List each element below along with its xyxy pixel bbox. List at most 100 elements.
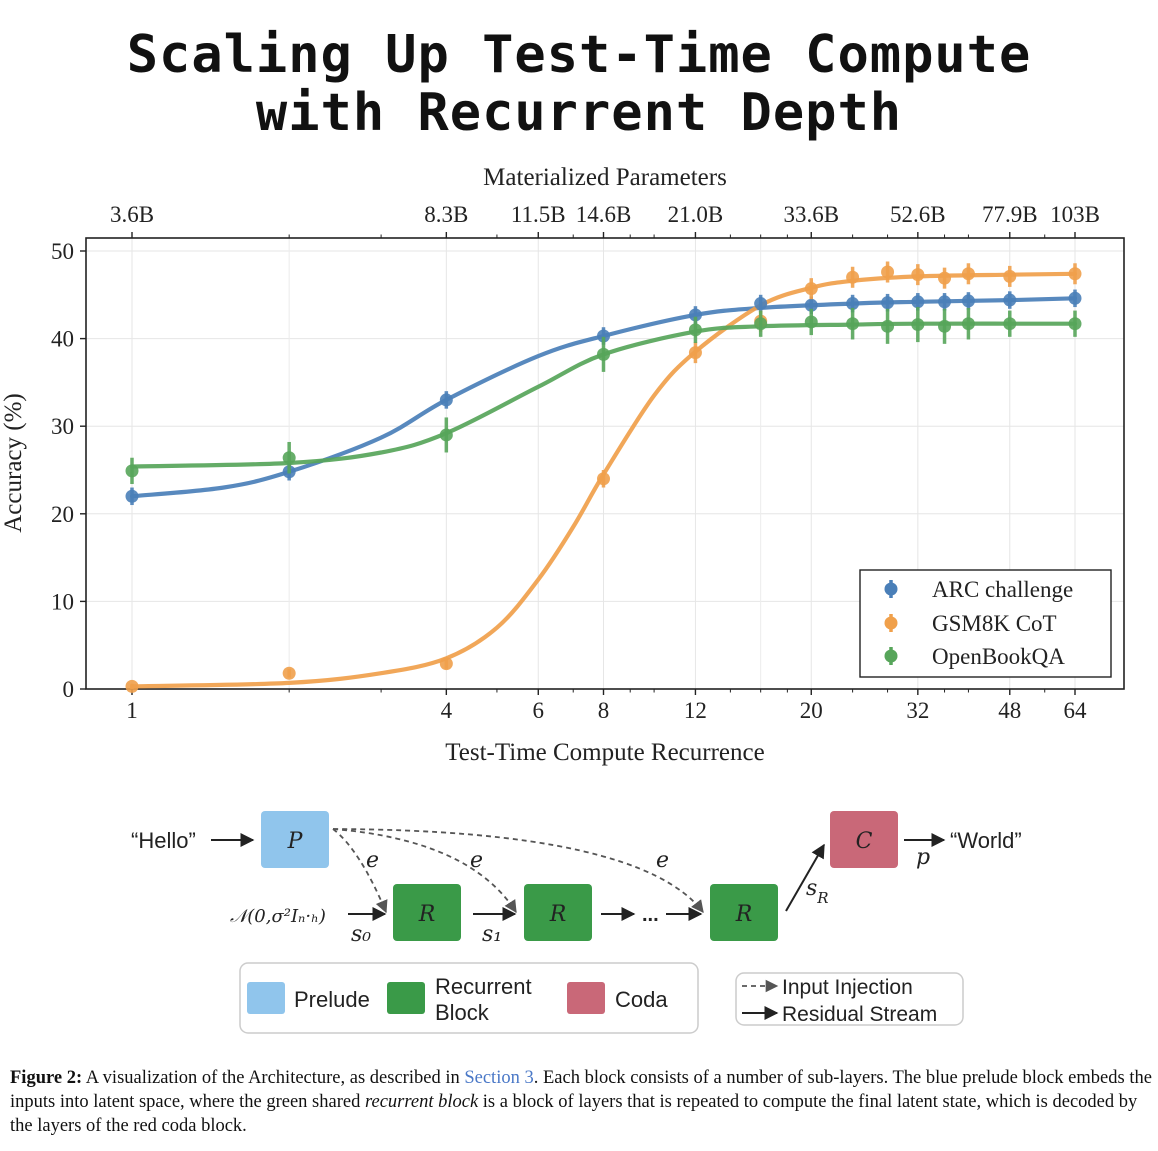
caption-italic: recurrent block bbox=[364, 1092, 479, 1112]
coda-block: C bbox=[830, 811, 898, 868]
point-openbookqa bbox=[1068, 317, 1082, 331]
point-arc bbox=[125, 489, 139, 503]
legend-recurrent-line1: Recurrent bbox=[435, 974, 532, 999]
x-tick-label: 32 bbox=[906, 698, 929, 723]
point-gsm8k bbox=[846, 270, 860, 284]
architecture-diagram: “Hello” P e e e 𝒩(0,σ²Iₙ·ₕ) s₀ R s₁ R ..… bbox=[131, 811, 1022, 1034]
block-legend-box bbox=[239, 962, 699, 1034]
legend-marker-gsm8k bbox=[884, 616, 898, 630]
x-tick-label: 8 bbox=[598, 698, 610, 723]
x-tick-label: 6 bbox=[533, 698, 545, 723]
point-arc bbox=[597, 329, 610, 343]
legend-item-gsm8k: GSM8K CoT bbox=[884, 611, 1057, 636]
block-legend: Prelude Recurrent Block Coda bbox=[239, 962, 699, 1034]
point-arc bbox=[688, 308, 702, 322]
ellipsis: ... bbox=[642, 904, 659, 926]
injection-label-1: e bbox=[366, 848, 379, 873]
y-tick-label: 10 bbox=[51, 589, 74, 614]
point-gsm8k bbox=[125, 679, 139, 693]
top-tick-label: 14.6B bbox=[576, 202, 632, 227]
recurrent-block-3: R bbox=[710, 884, 778, 941]
caption-label: Figure 2: bbox=[10, 1068, 83, 1088]
y-axis-label: Accuracy (%) bbox=[0, 393, 27, 533]
point-openbookqa bbox=[881, 319, 895, 333]
legend-item-openbookqa: OpenBookQA bbox=[884, 644, 1065, 669]
legend-marker-arc bbox=[884, 582, 898, 596]
prelude-swatch bbox=[247, 982, 285, 1014]
point-arc bbox=[911, 295, 925, 309]
top-tick-label: 11.5B bbox=[511, 202, 566, 227]
point-openbookqa bbox=[846, 317, 860, 331]
caption-text-1: A visualization of the Architecture, as … bbox=[82, 1068, 465, 1088]
point-gsm8k bbox=[881, 265, 895, 279]
recurrent-swatch bbox=[387, 982, 425, 1014]
top-tick-label: 33.6B bbox=[783, 202, 839, 227]
s0-label: s₀ bbox=[351, 922, 371, 947]
point-gsm8k bbox=[688, 346, 702, 360]
section-link[interactable]: Section 3 bbox=[464, 1068, 534, 1088]
caption-text-2: . Each block consists of a number of sub… bbox=[10, 1068, 1152, 1112]
coda-letter: C bbox=[856, 829, 873, 854]
point-arc bbox=[1068, 291, 1082, 305]
prelude-letter: P bbox=[287, 829, 304, 854]
point-openbookqa bbox=[125, 464, 139, 478]
recurrent-block-2: R bbox=[524, 884, 592, 941]
legend-label-arc: ARC challenge bbox=[932, 577, 1073, 602]
y-tick-label: 50 bbox=[51, 239, 74, 264]
title-line-1: Scaling Up Test-Time Compute bbox=[126, 25, 1032, 85]
top-tick-label: 52.6B bbox=[890, 202, 946, 227]
point-gsm8k bbox=[282, 666, 296, 680]
point-openbookqa bbox=[754, 317, 768, 331]
point-openbookqa bbox=[688, 323, 702, 337]
point-gsm8k bbox=[961, 267, 975, 281]
point-openbookqa bbox=[961, 317, 975, 331]
output-text: “World” bbox=[950, 828, 1022, 853]
point-openbookqa bbox=[1003, 317, 1017, 331]
coda-swatch bbox=[567, 982, 605, 1014]
figure-caption: Figure 2: A visualization of the Archite… bbox=[10, 1066, 1152, 1138]
y-tick-label: 0 bbox=[63, 677, 75, 702]
legend-box bbox=[859, 569, 1112, 678]
top-tick-label: 103B bbox=[1050, 202, 1100, 227]
legend-label-gsm8k: GSM8K CoT bbox=[932, 611, 1057, 636]
input-text: “Hello” bbox=[131, 828, 196, 853]
prelude-block: P bbox=[261, 811, 329, 868]
title-line-2: with Recurrent Depth bbox=[255, 83, 903, 143]
legend-marker-openbookqa bbox=[884, 649, 898, 663]
point-arc bbox=[439, 393, 453, 407]
point-arc bbox=[961, 294, 975, 308]
input-injection-arrows bbox=[332, 828, 704, 914]
recurrent-letter-2: R bbox=[549, 902, 567, 927]
axis-ticks: 0 10 20 30 40 50 1 4 6 8 12 20 32 48 64 3.6B 8.3B 11.5B 14… bbox=[51, 202, 1100, 723]
data-points bbox=[125, 261, 1082, 693]
legend-prelude: Prelude bbox=[294, 987, 370, 1012]
legend-coda: Coda bbox=[615, 987, 668, 1012]
point-gsm8k bbox=[597, 472, 610, 486]
s1-label: s₁ bbox=[482, 922, 502, 947]
sR-label: sR bbox=[806, 876, 829, 907]
point-openbookqa bbox=[938, 319, 952, 333]
point-gsm8k bbox=[439, 657, 453, 671]
recurrent-letter-3: R bbox=[735, 902, 753, 927]
main-title: Scaling Up Test-Time Compute with Recurr… bbox=[0, 26, 1158, 142]
point-arc bbox=[754, 297, 768, 311]
point-gsm8k bbox=[1068, 267, 1082, 281]
plot-frame bbox=[85, 237, 1125, 690]
x-tick-label: 20 bbox=[800, 698, 823, 723]
arrow-legend-box bbox=[735, 972, 964, 1026]
point-openbookqa bbox=[804, 315, 818, 329]
x-tick-label: 12 bbox=[684, 698, 707, 723]
x-tick-label: 48 bbox=[998, 698, 1021, 723]
sR-subscript: R bbox=[816, 889, 828, 907]
point-openbookqa bbox=[282, 451, 296, 465]
point-arc bbox=[1003, 293, 1017, 307]
point-gsm8k bbox=[938, 271, 952, 285]
y-tick-label: 40 bbox=[51, 327, 74, 352]
top-tick-label: 77.9B bbox=[982, 202, 1038, 227]
top-tick-label: 21.0B bbox=[668, 202, 724, 227]
injection-label-2: e bbox=[470, 848, 483, 873]
recurrent-letter-1: R bbox=[418, 902, 436, 927]
point-arc bbox=[846, 297, 860, 311]
point-gsm8k bbox=[911, 268, 925, 282]
legend-residual-stream: Residual Stream bbox=[782, 1003, 937, 1026]
